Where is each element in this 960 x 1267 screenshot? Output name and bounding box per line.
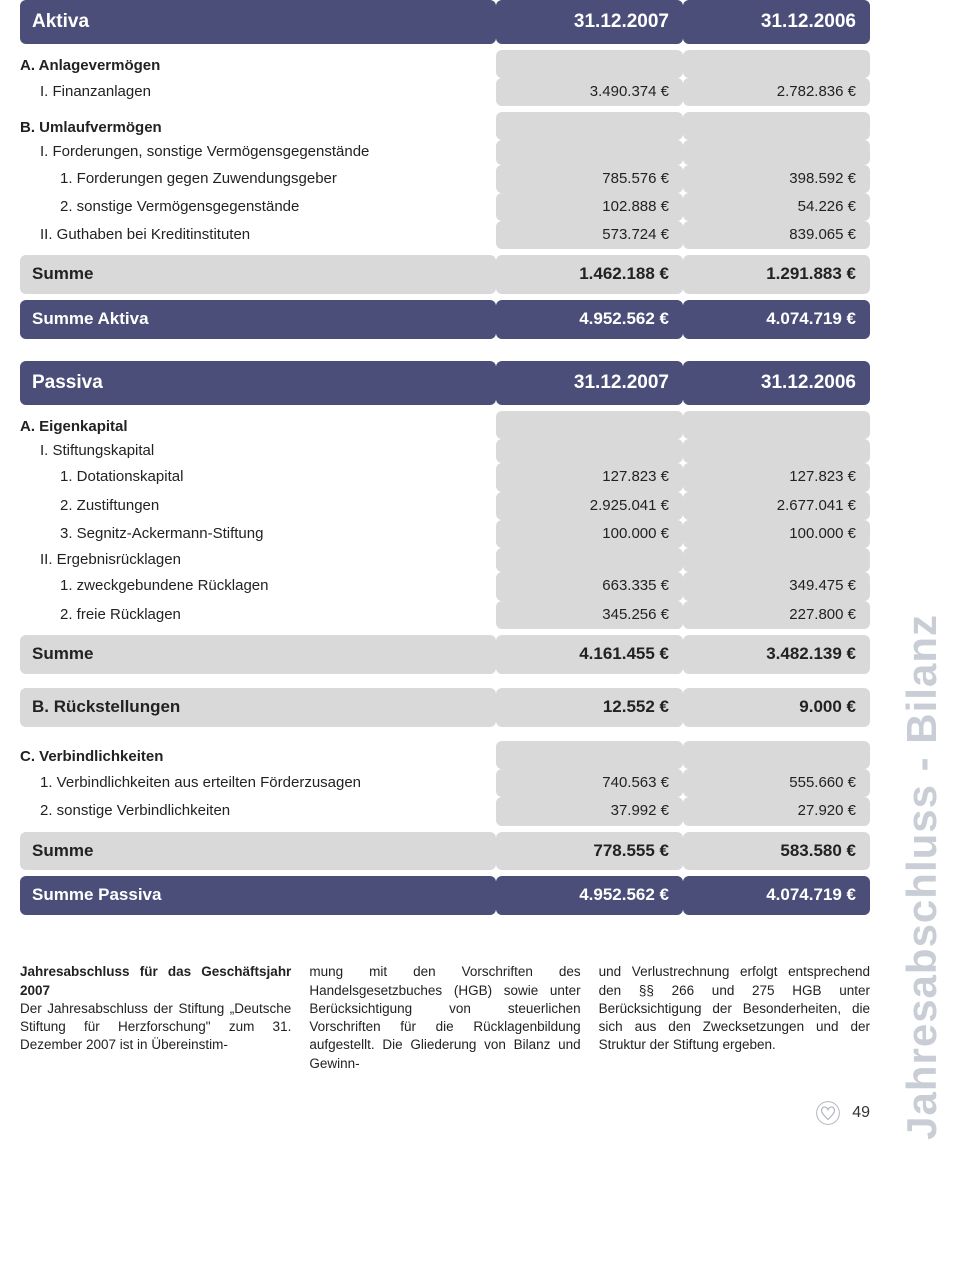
- row-value-2007: 740.563 €: [496, 769, 683, 797]
- row-value-2007: [496, 140, 683, 164]
- row-value-2006: 2.782.836 €: [683, 78, 870, 106]
- row-label: I. Forderungen, sonstige Vermögensgegens…: [20, 140, 496, 164]
- row-value-2006: [683, 741, 870, 769]
- row-value-2007: [496, 741, 683, 769]
- row-value-2006: 4.074.719 €: [683, 300, 870, 339]
- page-footer: 49: [20, 1083, 870, 1149]
- row-value-2007: 663.335 €: [496, 572, 683, 600]
- row-label: Summe Passiva: [20, 876, 496, 915]
- row-value-2006: 2.677.041 €: [683, 492, 870, 520]
- row-value-2007: [496, 112, 683, 140]
- row-value-2007: 573.724 €: [496, 221, 683, 249]
- row-label: II. Ergebnisrücklagen: [20, 548, 496, 572]
- row-label: C. Verbindlichkeiten: [20, 741, 496, 769]
- row-value-2006: [683, 439, 870, 463]
- row-value-2007: [496, 439, 683, 463]
- row-value-2006: 3.482.139 €: [683, 635, 870, 674]
- row-value-2006: 127.823 €: [683, 463, 870, 491]
- row-value-2006: 583.580 €: [683, 832, 870, 871]
- row-label: A. Anlagevermögen: [20, 50, 496, 78]
- row-value-2006: [683, 411, 870, 439]
- side-label-text: Jahresabschluss - Bilanz: [894, 614, 951, 1140]
- row-label: B. Rückstellungen: [20, 688, 496, 727]
- row-value-2007: 4.161.455 €: [496, 635, 683, 674]
- side-label: Jahresabschluss - Bilanz: [892, 40, 952, 1140]
- row-value-2007: 12.552 €: [496, 688, 683, 727]
- table-header-col2: 31.12.2006: [683, 361, 870, 405]
- table-header-col1: 31.12.2007: [496, 361, 683, 405]
- row-value-2007: 102.888 €: [496, 193, 683, 221]
- row-value-2007: [496, 548, 683, 572]
- footer-col2-body: mung mit den Vorschriften des Handelsges…: [309, 964, 580, 1070]
- row-value-2006: 398.592 €: [683, 165, 870, 193]
- row-label: 1. zweckgebundene Rücklagen: [20, 572, 496, 600]
- row-value-2007: 785.576 €: [496, 165, 683, 193]
- row-label: Summe: [20, 832, 496, 871]
- row-label: 1. Forderungen gegen Zuwendungsgeber: [20, 165, 496, 193]
- footer-col-3: und Verlustrechnung erfolgt entsprechend…: [599, 963, 870, 1072]
- row-label: Summe Aktiva: [20, 300, 496, 339]
- row-value-2006: 9.000 €: [683, 688, 870, 727]
- row-label: II. Guthaben bei Kreditinstituten: [20, 221, 496, 249]
- row-label: 2. freie Rücklagen: [20, 601, 496, 629]
- row-value-2006: [683, 50, 870, 78]
- row-value-2007: 345.256 €: [496, 601, 683, 629]
- row-value-2007: [496, 50, 683, 78]
- footer-col3-body: und Verlustrechnung erfolgt entsprechend…: [599, 964, 870, 1052]
- row-value-2007: 37.992 €: [496, 797, 683, 825]
- heart-icon: [814, 1099, 842, 1127]
- table-header-label: Aktiva: [20, 0, 496, 44]
- footer-col-2: mung mit den Vorschriften des Handelsges…: [309, 963, 580, 1072]
- row-value-2006: 1.291.883 €: [683, 255, 870, 294]
- row-value-2006: 4.074.719 €: [683, 876, 870, 915]
- row-value-2006: 227.800 €: [683, 601, 870, 629]
- row-value-2006: 349.475 €: [683, 572, 870, 600]
- footer-text: Jahresabschluss für das Geschäftsjahr 20…: [20, 937, 870, 1082]
- footer-col1-body: Der Jahresabschluss der Stiftung „Deutsc…: [20, 1001, 291, 1052]
- row-label: Summe: [20, 635, 496, 674]
- row-value-2006: [683, 140, 870, 164]
- row-label: 1. Dotationskapital: [20, 463, 496, 491]
- row-label: 2. Zustiftungen: [20, 492, 496, 520]
- row-value-2007: 4.952.562 €: [496, 300, 683, 339]
- row-label: B. Umlaufvermögen: [20, 112, 496, 140]
- row-label: 2. sonstige Vermögensgegenstände: [20, 193, 496, 221]
- table-header-col2: 31.12.2006: [683, 0, 870, 44]
- row-value-2006: 839.065 €: [683, 221, 870, 249]
- row-value-2007: 778.555 €: [496, 832, 683, 871]
- row-label: Summe: [20, 255, 496, 294]
- row-value-2007: 2.925.041 €: [496, 492, 683, 520]
- row-label: 1. Verbindlichkeiten aus erteilten Förde…: [20, 769, 496, 797]
- table-header-label: Passiva: [20, 361, 496, 405]
- page: Jahresabschluss - Bilanz Aktiva31.12.200…: [0, 0, 960, 1149]
- row-value-2006: 54.226 €: [683, 193, 870, 221]
- row-value-2006: [683, 548, 870, 572]
- row-label: 2. sonstige Verbindlichkeiten: [20, 797, 496, 825]
- row-value-2007: 1.462.188 €: [496, 255, 683, 294]
- row-value-2006: 27.920 €: [683, 797, 870, 825]
- row-value-2007: 127.823 €: [496, 463, 683, 491]
- passiva-table: Passiva31.12.200731.12.2006 A. Eigenkapit…: [20, 361, 870, 915]
- row-label: I. Finanzanlagen: [20, 78, 496, 106]
- row-value-2006: 555.660 €: [683, 769, 870, 797]
- footer-col-1: Jahresabschluss für das Geschäftsjahr 20…: [20, 963, 291, 1072]
- row-value-2006: 100.000 €: [683, 520, 870, 548]
- row-label: 3. Segnitz-Ackermann-Stiftung: [20, 520, 496, 548]
- table-header-col1: 31.12.2007: [496, 0, 683, 44]
- row-value-2006: [683, 112, 870, 140]
- row-value-2007: [496, 411, 683, 439]
- page-number: 49: [852, 1102, 870, 1124]
- row-label: I. Stiftungskapital: [20, 439, 496, 463]
- row-value-2007: 4.952.562 €: [496, 876, 683, 915]
- row-value-2007: 100.000 €: [496, 520, 683, 548]
- aktiva-table: Aktiva31.12.200731.12.2006 A. Anlagevermö…: [20, 0, 870, 339]
- footer-col1-title: Jahresabschluss für das Geschäftsjahr 20…: [20, 964, 291, 997]
- row-value-2007: 3.490.374 €: [496, 78, 683, 106]
- row-label: A. Eigenkapital: [20, 411, 496, 439]
